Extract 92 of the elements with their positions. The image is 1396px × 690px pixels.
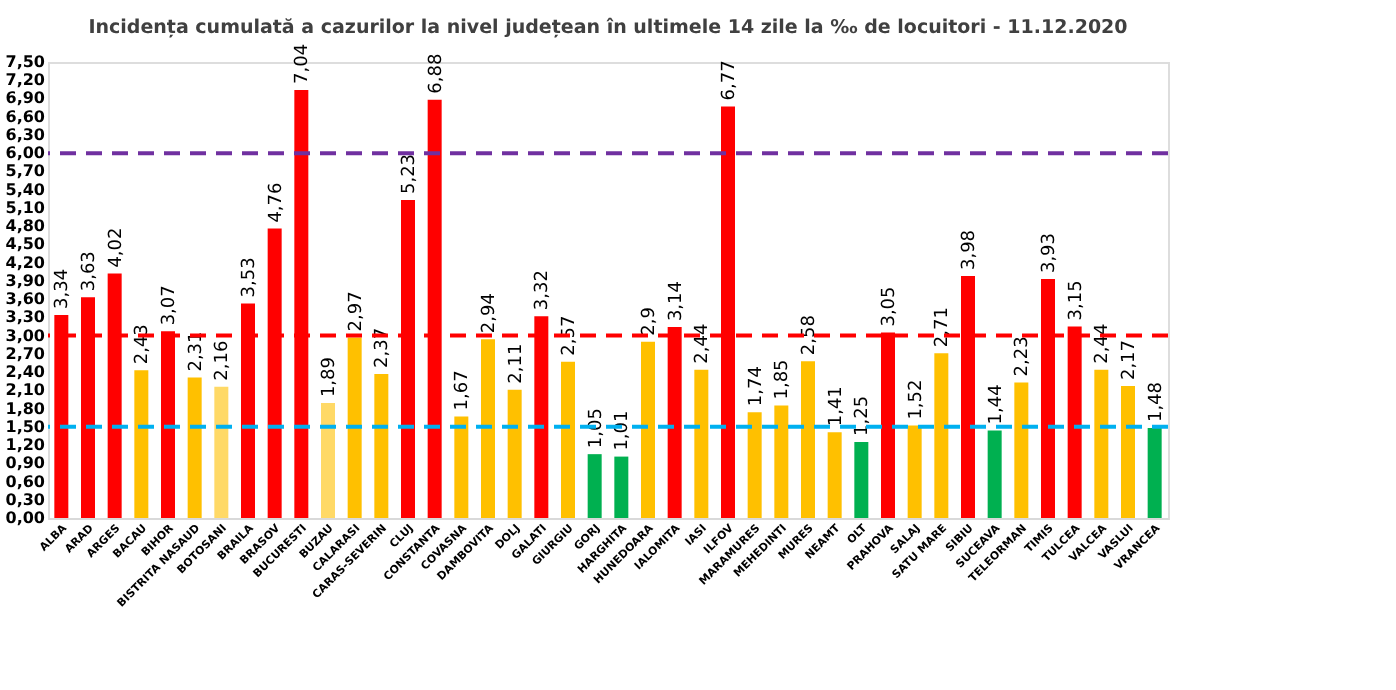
chart-title: Incidența cumulată a cazurilor la nivel județean în ultimele 14 zile la ‰ de locuitori - 11.12.2020 [88, 16, 1129, 39]
y-tick-label: 7,20 [5, 71, 46, 90]
data-label: 3,15 [1066, 280, 1087, 321]
y-tick-label: 1,20 [5, 436, 46, 455]
bar [374, 373, 389, 518]
y-tick-label: 5,10 [5, 198, 46, 217]
data-label: 2,11 [506, 343, 527, 384]
bar [854, 442, 869, 518]
data-label: 3,05 [880, 286, 900, 327]
y-tick-label: 5,70 [5, 162, 46, 181]
y-tick-label: 1,50 [5, 417, 46, 436]
y-tick-label: 3,60 [5, 290, 46, 309]
data-label: 2,94 [480, 292, 500, 334]
y-tick-label: 0,60 [5, 472, 46, 491]
bar [614, 456, 629, 518]
data-label: 1,44 [986, 383, 1007, 425]
bar [1014, 382, 1029, 518]
bar [934, 353, 949, 518]
data-label: 2,71 [933, 307, 954, 348]
data-label: 3,14 [666, 280, 687, 322]
data-label: 5,23 [400, 153, 420, 195]
bar [587, 454, 602, 518]
data-label: 2,16 [213, 340, 234, 381]
bar [641, 341, 655, 518]
data-label: 6,88 [426, 53, 447, 94]
bar [561, 361, 575, 518]
data-label: 1,48 [1146, 381, 1167, 423]
y-tick-label: 0,90 [5, 454, 46, 473]
bar [214, 386, 229, 518]
bar [134, 370, 149, 518]
data-label: 1,05 [586, 408, 607, 449]
data-label: 1,25 [853, 395, 874, 436]
data-label: 2,43 [133, 324, 154, 365]
data-label: 3,32 [533, 270, 554, 311]
y-tick-label: 2,10 [5, 381, 46, 400]
data-label: 2,58 [800, 314, 820, 356]
data-label: 1,52 [906, 379, 927, 420]
data-label: 3,34 [53, 268, 74, 309]
data-label: 1,89 [320, 356, 340, 398]
data-label: 3,98 [960, 229, 980, 271]
bar [321, 403, 335, 518]
bar [1147, 428, 1162, 518]
bar [694, 369, 709, 518]
bar [827, 432, 842, 518]
y-tick-label: 3,90 [5, 271, 46, 290]
data-label: 3,07 [160, 285, 180, 326]
bar [907, 425, 922, 518]
y-tick-label: 7,50 [5, 53, 46, 71]
bar [454, 416, 469, 518]
y-tick-label: 3,00 [5, 326, 46, 345]
y-tick-label: 1,80 [5, 399, 46, 418]
bar [987, 430, 1002, 518]
bar [187, 377, 202, 518]
data-label: 1,67 [453, 370, 474, 411]
data-label: 2,17 [1120, 339, 1140, 381]
bar [481, 339, 495, 518]
y-tick-label: 5,40 [5, 180, 46, 199]
data-label: 6,77 [720, 60, 740, 101]
bar [1121, 386, 1135, 518]
data-label: 2,9 [640, 306, 660, 336]
data-label: 2,44 [1093, 323, 1114, 364]
y-tick-label: 4,20 [5, 253, 46, 272]
bar [347, 337, 362, 518]
y-tick-label: 2,40 [5, 363, 46, 382]
data-label: 1,74 [746, 365, 767, 407]
data-label: 3,63 [80, 251, 100, 292]
bar [507, 389, 522, 518]
data-label: 3,93 [1040, 232, 1060, 274]
bar [1094, 369, 1109, 518]
bar [774, 405, 789, 518]
y-tick-label: 6,30 [5, 125, 46, 144]
bar [801, 361, 815, 518]
y-tick-label: 0,30 [5, 490, 46, 509]
data-label: 2,44 [693, 323, 714, 364]
y-tick-label: 6,90 [5, 89, 46, 108]
data-label: 4,76 [266, 181, 287, 223]
y-tick-label: 4,80 [5, 217, 46, 236]
y-tick-label: 4,50 [5, 235, 46, 254]
bar [747, 412, 762, 518]
data-label: 3,53 [240, 257, 260, 298]
y-tick-label: 0,00 [5, 509, 46, 527]
data-label: 1,41 [826, 386, 847, 427]
data-label: 2,23 [1013, 336, 1034, 377]
data-label: 1,85 [773, 359, 794, 400]
y-tick-label: 6,00 [5, 144, 46, 163]
y-tick-label: 6,60 [5, 107, 46, 126]
data-label: 7,04 [293, 43, 314, 84]
data-label: 2,97 [346, 291, 367, 332]
data-label: 1,01 [613, 410, 634, 451]
y-tick-label: 3,30 [5, 308, 46, 327]
data-label: 4,02 [106, 227, 127, 268]
y-tick-label: 2,70 [5, 344, 46, 363]
